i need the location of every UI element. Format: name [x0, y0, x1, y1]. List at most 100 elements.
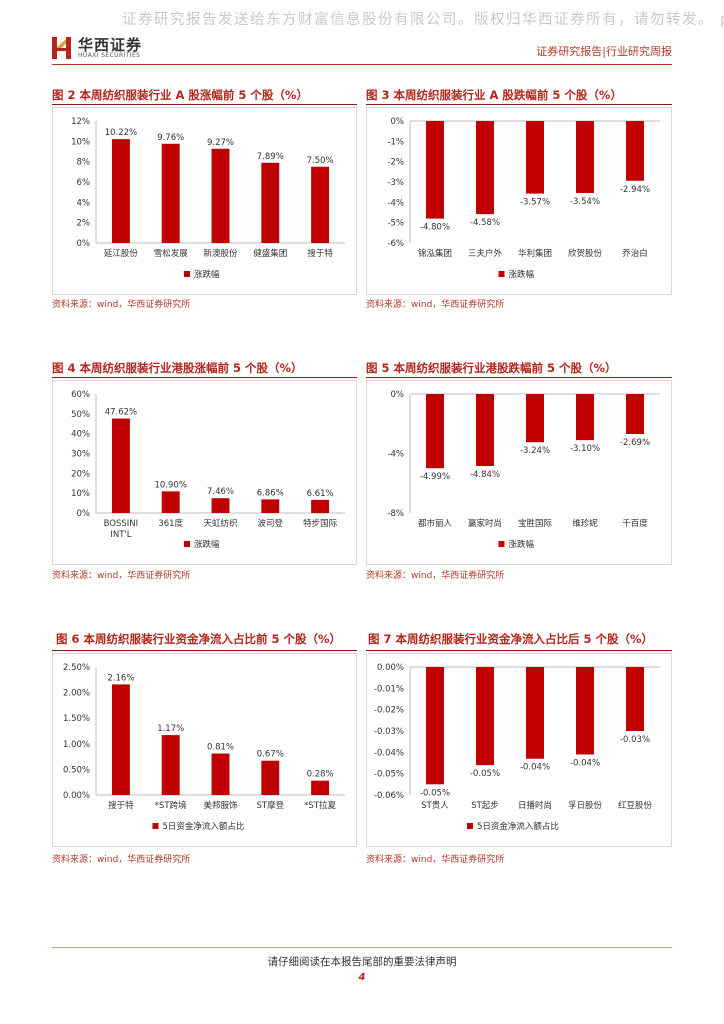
- report-type-label: 证券研究报告|行业研究周报: [536, 45, 672, 58]
- y-tick-label: 4%: [77, 198, 91, 208]
- category-label: 搜于特: [108, 800, 134, 811]
- bar: [261, 162, 280, 243]
- category-label: ST摩登: [257, 800, 285, 811]
- legend-swatch: [184, 271, 190, 277]
- figure-5-title: 图 5 本周纺织服装行业港股跌幅前 5 个股（%）: [366, 361, 617, 375]
- data-label: 9.27%: [207, 138, 234, 148]
- bar: [261, 760, 280, 795]
- legend-swatch: [152, 823, 159, 829]
- y-tick-label: 8%: [77, 158, 91, 168]
- chart-frame: [366, 380, 672, 565]
- category-label: 千百度: [622, 518, 648, 529]
- y-tick-label: 2%: [77, 219, 91, 229]
- page-number: 4: [358, 972, 366, 983]
- chart-frame: [52, 107, 357, 295]
- category-label: 锦泓集团: [418, 248, 452, 259]
- data-label: 6.86%: [257, 488, 284, 498]
- y-tick-label: 40%: [71, 430, 90, 440]
- y-tick-label: 0%: [77, 239, 91, 249]
- chart-svg: 0.00% -0.01% -0.02% -0.03% -0.04% -0.05% -0.06…: [366, 653, 672, 847]
- y-tick-label: 2.50%: [63, 663, 90, 673]
- y-tick-label: -0.02%: [374, 706, 404, 716]
- bar: [476, 121, 494, 215]
- data-label: 10.90%: [154, 480, 186, 490]
- data-label: -4.84%: [470, 470, 500, 480]
- figure-7-title-rule: [366, 650, 672, 651]
- category-label: 红豆股份: [618, 800, 653, 811]
- category-label: 乔治白: [622, 248, 648, 259]
- bar: [111, 684, 130, 795]
- y-tick-label: -0.03%: [374, 727, 404, 737]
- figure-4-source: 资料来源：wind，华西证券研究所: [52, 571, 191, 581]
- figure-2-title: 图 2 本周纺织服装行业 A 股涨幅前 5 个股（%）: [52, 88, 308, 102]
- bar: [576, 394, 594, 441]
- data-label: 0.67%: [257, 750, 284, 760]
- figure-4-title: 图 4 本周纺织服装行业港股涨幅前 5 个股（%）: [52, 361, 303, 375]
- bar: [161, 735, 180, 795]
- legend-label: 涨跌幅: [194, 539, 220, 550]
- data-label: 6.61%: [307, 489, 334, 499]
- bar: [161, 143, 180, 243]
- data-label: 47.62%: [105, 408, 137, 418]
- data-label: -0.04%: [520, 763, 550, 773]
- figure-2-chart: 0% 2% 4% 6% 8% 10% 12% 10.22% 延江股份 9.76% 雪松发展 9.27%…: [52, 107, 357, 295]
- figure-6-title-rule: [52, 650, 357, 651]
- category-label: *ST拉夏: [304, 800, 336, 811]
- legend-label: 5日资金净流入额占比: [163, 821, 245, 832]
- y-tick-label: 0%: [77, 509, 91, 519]
- y-tick-label: -0.04%: [374, 748, 404, 758]
- legend-label: 涨跌幅: [509, 269, 535, 280]
- legend-swatch: [498, 271, 505, 277]
- data-label: -3.54%: [570, 197, 600, 207]
- data-label: -0.05%: [420, 788, 450, 798]
- header-divider: [52, 64, 672, 65]
- data-label: -4.99%: [420, 472, 450, 482]
- bar: [211, 753, 230, 795]
- y-tick-label: -5%: [387, 219, 404, 229]
- y-tick-label: 10%: [71, 137, 90, 147]
- category-label: 雪松发展: [154, 248, 189, 259]
- bar: [576, 667, 594, 755]
- y-tick-label: 2.00%: [63, 689, 90, 699]
- category-label: 波司登: [258, 518, 284, 529]
- data-label: -0.05%: [470, 769, 500, 779]
- chart-frame: [52, 380, 357, 565]
- footer-disclaimer: 请仔细阅读在本报告尾部的重要法律声明: [267, 956, 457, 968]
- y-tick-label: 20%: [71, 469, 90, 479]
- data-label: 2.16%: [107, 673, 134, 683]
- y-tick-label: 0.00%: [377, 663, 404, 673]
- category-label: 孚日股份: [568, 800, 603, 811]
- y-tick-label: -8%: [387, 509, 404, 519]
- legend-swatch: [498, 541, 505, 547]
- category-label: 搜于特: [307, 248, 333, 259]
- bar: [626, 667, 644, 731]
- data-label: -0.04%: [570, 758, 600, 768]
- y-tick-label: 0.00%: [63, 791, 90, 801]
- bar: [426, 667, 444, 785]
- y-tick-label: 1.00%: [63, 740, 90, 750]
- data-label: -4.58%: [470, 218, 500, 228]
- bar: [111, 418, 130, 513]
- category-label: 天虹纺织: [203, 518, 237, 529]
- data-label: 7.50%: [307, 156, 334, 166]
- category-label: 361度: [158, 518, 183, 529]
- data-label: 0.28%: [307, 770, 334, 780]
- y-tick-label: 10%: [71, 489, 90, 499]
- data-label: -4.80%: [420, 223, 450, 233]
- category-label: 赢家时尚: [468, 518, 502, 529]
- chart-svg: 0% -1% -2% -3% -4% -5% -6% -4.80% 锦泓集团 -4.58% 三夫户外…: [366, 107, 672, 295]
- y-tick-label: 6%: [77, 178, 91, 188]
- bar: [211, 148, 230, 243]
- bar: [161, 491, 180, 513]
- figure-4-title-rule: [52, 377, 357, 378]
- bar: [476, 394, 494, 466]
- y-tick-label: 0%: [391, 390, 405, 400]
- figure-3-chart: 0% -1% -2% -3% -4% -5% -6% -4.80% 锦泓集团 -4.58% 三夫户外…: [366, 107, 672, 295]
- category-label: 维珍妮: [572, 518, 598, 529]
- category-label: 华利集团: [518, 248, 552, 259]
- data-label: 9.76%: [157, 133, 184, 143]
- bar: [311, 780, 330, 795]
- bar: [526, 667, 544, 759]
- figure-5-chart: 0% -4% -8% -4.99% 都市丽人 -4.84% 赢家时尚 -3.24% 宝胜国际 -3…: [366, 380, 672, 565]
- bar: [426, 394, 444, 469]
